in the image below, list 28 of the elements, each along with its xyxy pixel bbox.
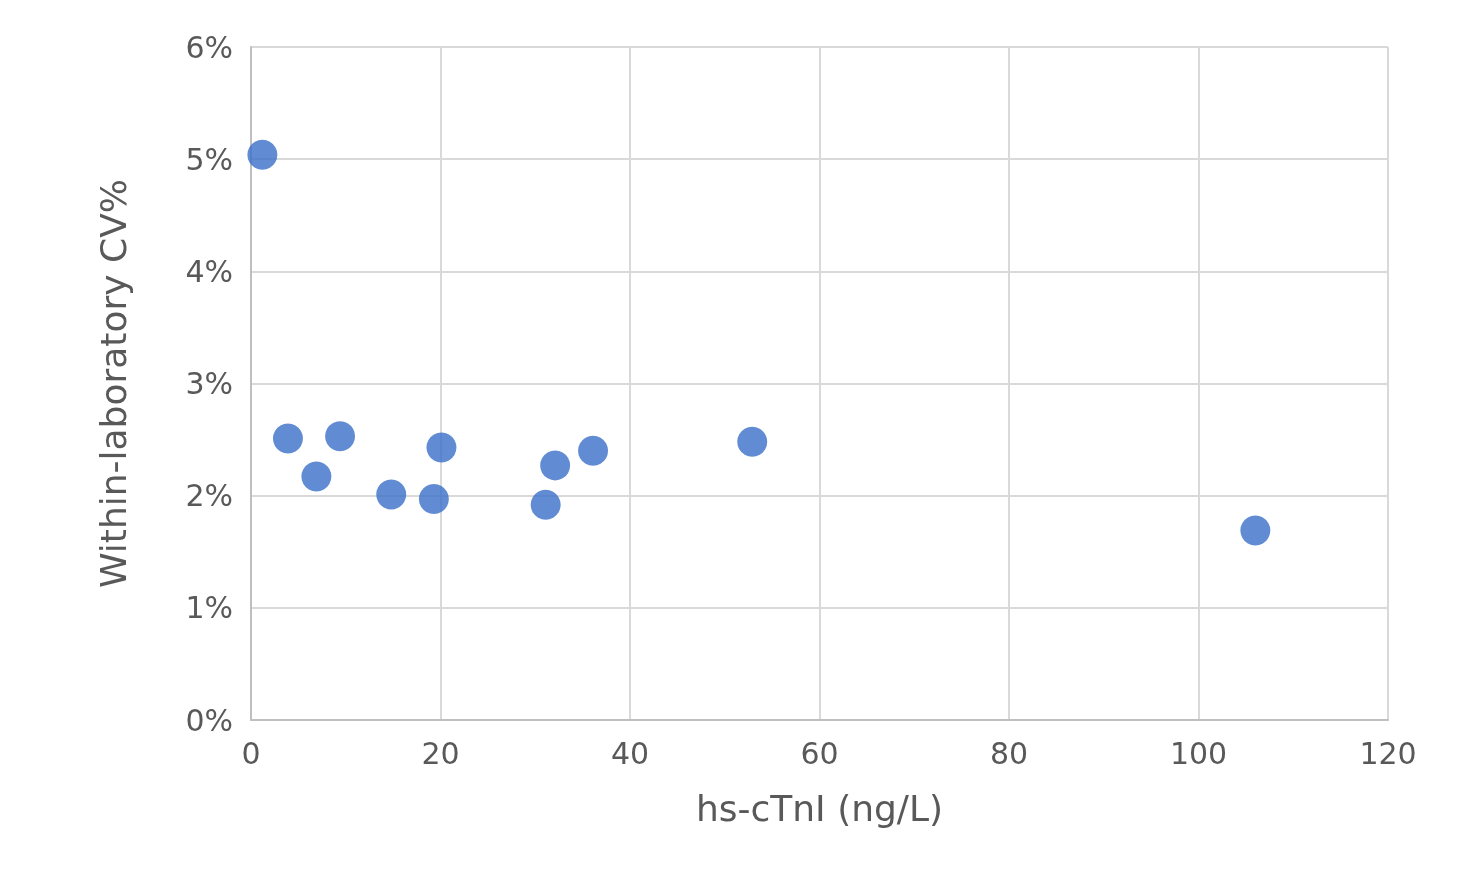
x-tick-label: 80	[989, 735, 1029, 771]
point	[272, 423, 303, 454]
point	[325, 421, 356, 452]
y-tick-label: 6%	[185, 29, 233, 65]
point	[530, 489, 561, 520]
x-tick-label: 20	[421, 735, 460, 771]
y-tick-label: 5%	[185, 141, 233, 177]
point	[540, 450, 571, 481]
x-tick-label: 120	[1359, 735, 1417, 771]
y-axis-title: Within-laboratory CV%	[92, 178, 134, 589]
point	[418, 484, 449, 515]
x-tick-label: 40	[610, 735, 650, 771]
y-tick-label: 3%	[185, 366, 233, 401]
x-axis-title: hs-cTnI (ng/L)	[695, 787, 944, 829]
point	[301, 461, 332, 492]
point	[247, 139, 278, 170]
x-tick-label: 100	[1169, 735, 1228, 771]
x-tick-label: 0	[241, 735, 261, 771]
y-tick-label: 4%	[185, 253, 233, 289]
point	[578, 435, 609, 466]
x-tick-label: 60	[800, 735, 839, 771]
point	[376, 479, 407, 510]
y-tick-label: 2%	[185, 478, 233, 514]
point	[737, 426, 768, 457]
y-tick-label: 0%	[185, 702, 233, 738]
y-tick-label: 1%	[185, 590, 233, 626]
point	[1240, 515, 1271, 546]
point	[426, 432, 457, 463]
